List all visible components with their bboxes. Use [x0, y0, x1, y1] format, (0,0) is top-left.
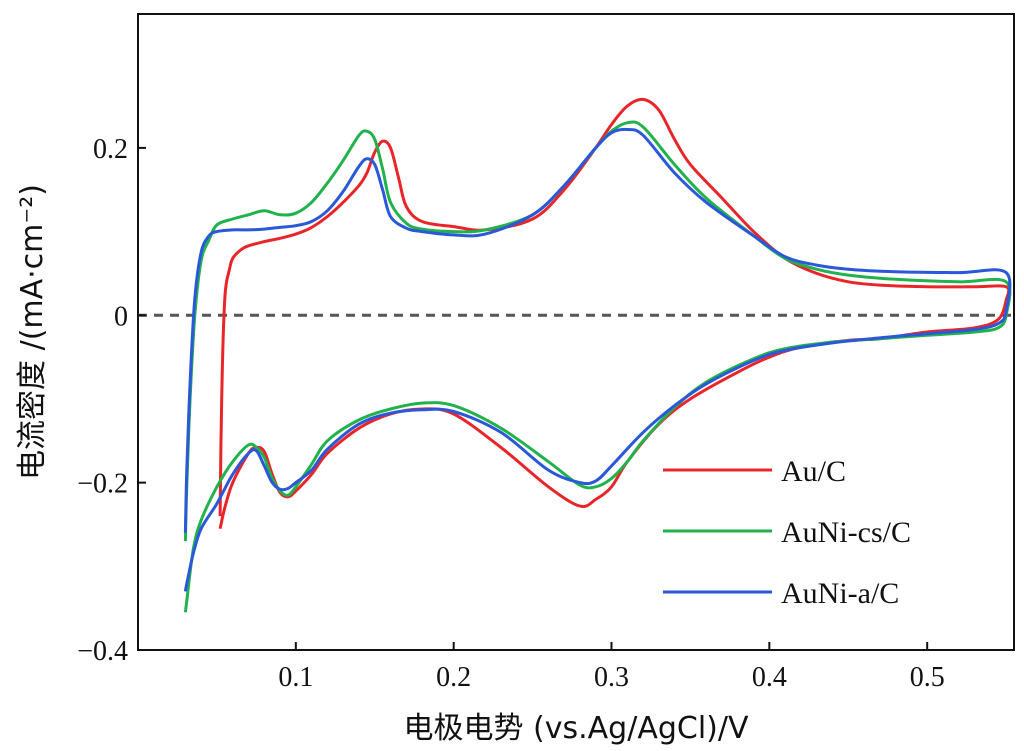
x-tick-label: 0.4: [752, 662, 787, 693]
series-line-au-c: [218, 97, 1011, 530]
y-tick-label: −0.2: [77, 469, 128, 500]
x-tick-label: 0.1: [278, 662, 313, 693]
series-group: [183, 97, 1012, 613]
plot-frame: [137, 13, 1015, 651]
x-axis-label: 电极电势 (vs.Ag/AgCl)/V: [403, 711, 748, 746]
x-tick-label: 0.3: [594, 662, 629, 693]
legend-label-auni-cs-c: AuNi-cs/C: [781, 516, 911, 549]
x-tick-label: 0.5: [910, 662, 945, 693]
x-tick-label: 0.2: [436, 662, 471, 693]
y-tick-label: 0.2: [93, 134, 128, 165]
series-line-auni-a-c: [183, 127, 1012, 592]
y-tick-label: 0: [114, 301, 128, 332]
y-axis-label: 电流密度 /(mA·cm⁻²): [15, 184, 50, 480]
legend: Au/C AuNi-cs/C AuNi-a/C: [663, 455, 911, 610]
y-tick-label: −0.4: [77, 636, 128, 667]
y-axis-ticks: 0.2 0 −0.2 −0.4: [77, 134, 146, 667]
legend-label-auni-a-c: AuNi-a/C: [781, 577, 899, 610]
x-axis-ticks: 0.1 0.2 0.3 0.4 0.5: [278, 642, 945, 693]
legend-label-au-c: Au/C: [781, 455, 846, 488]
